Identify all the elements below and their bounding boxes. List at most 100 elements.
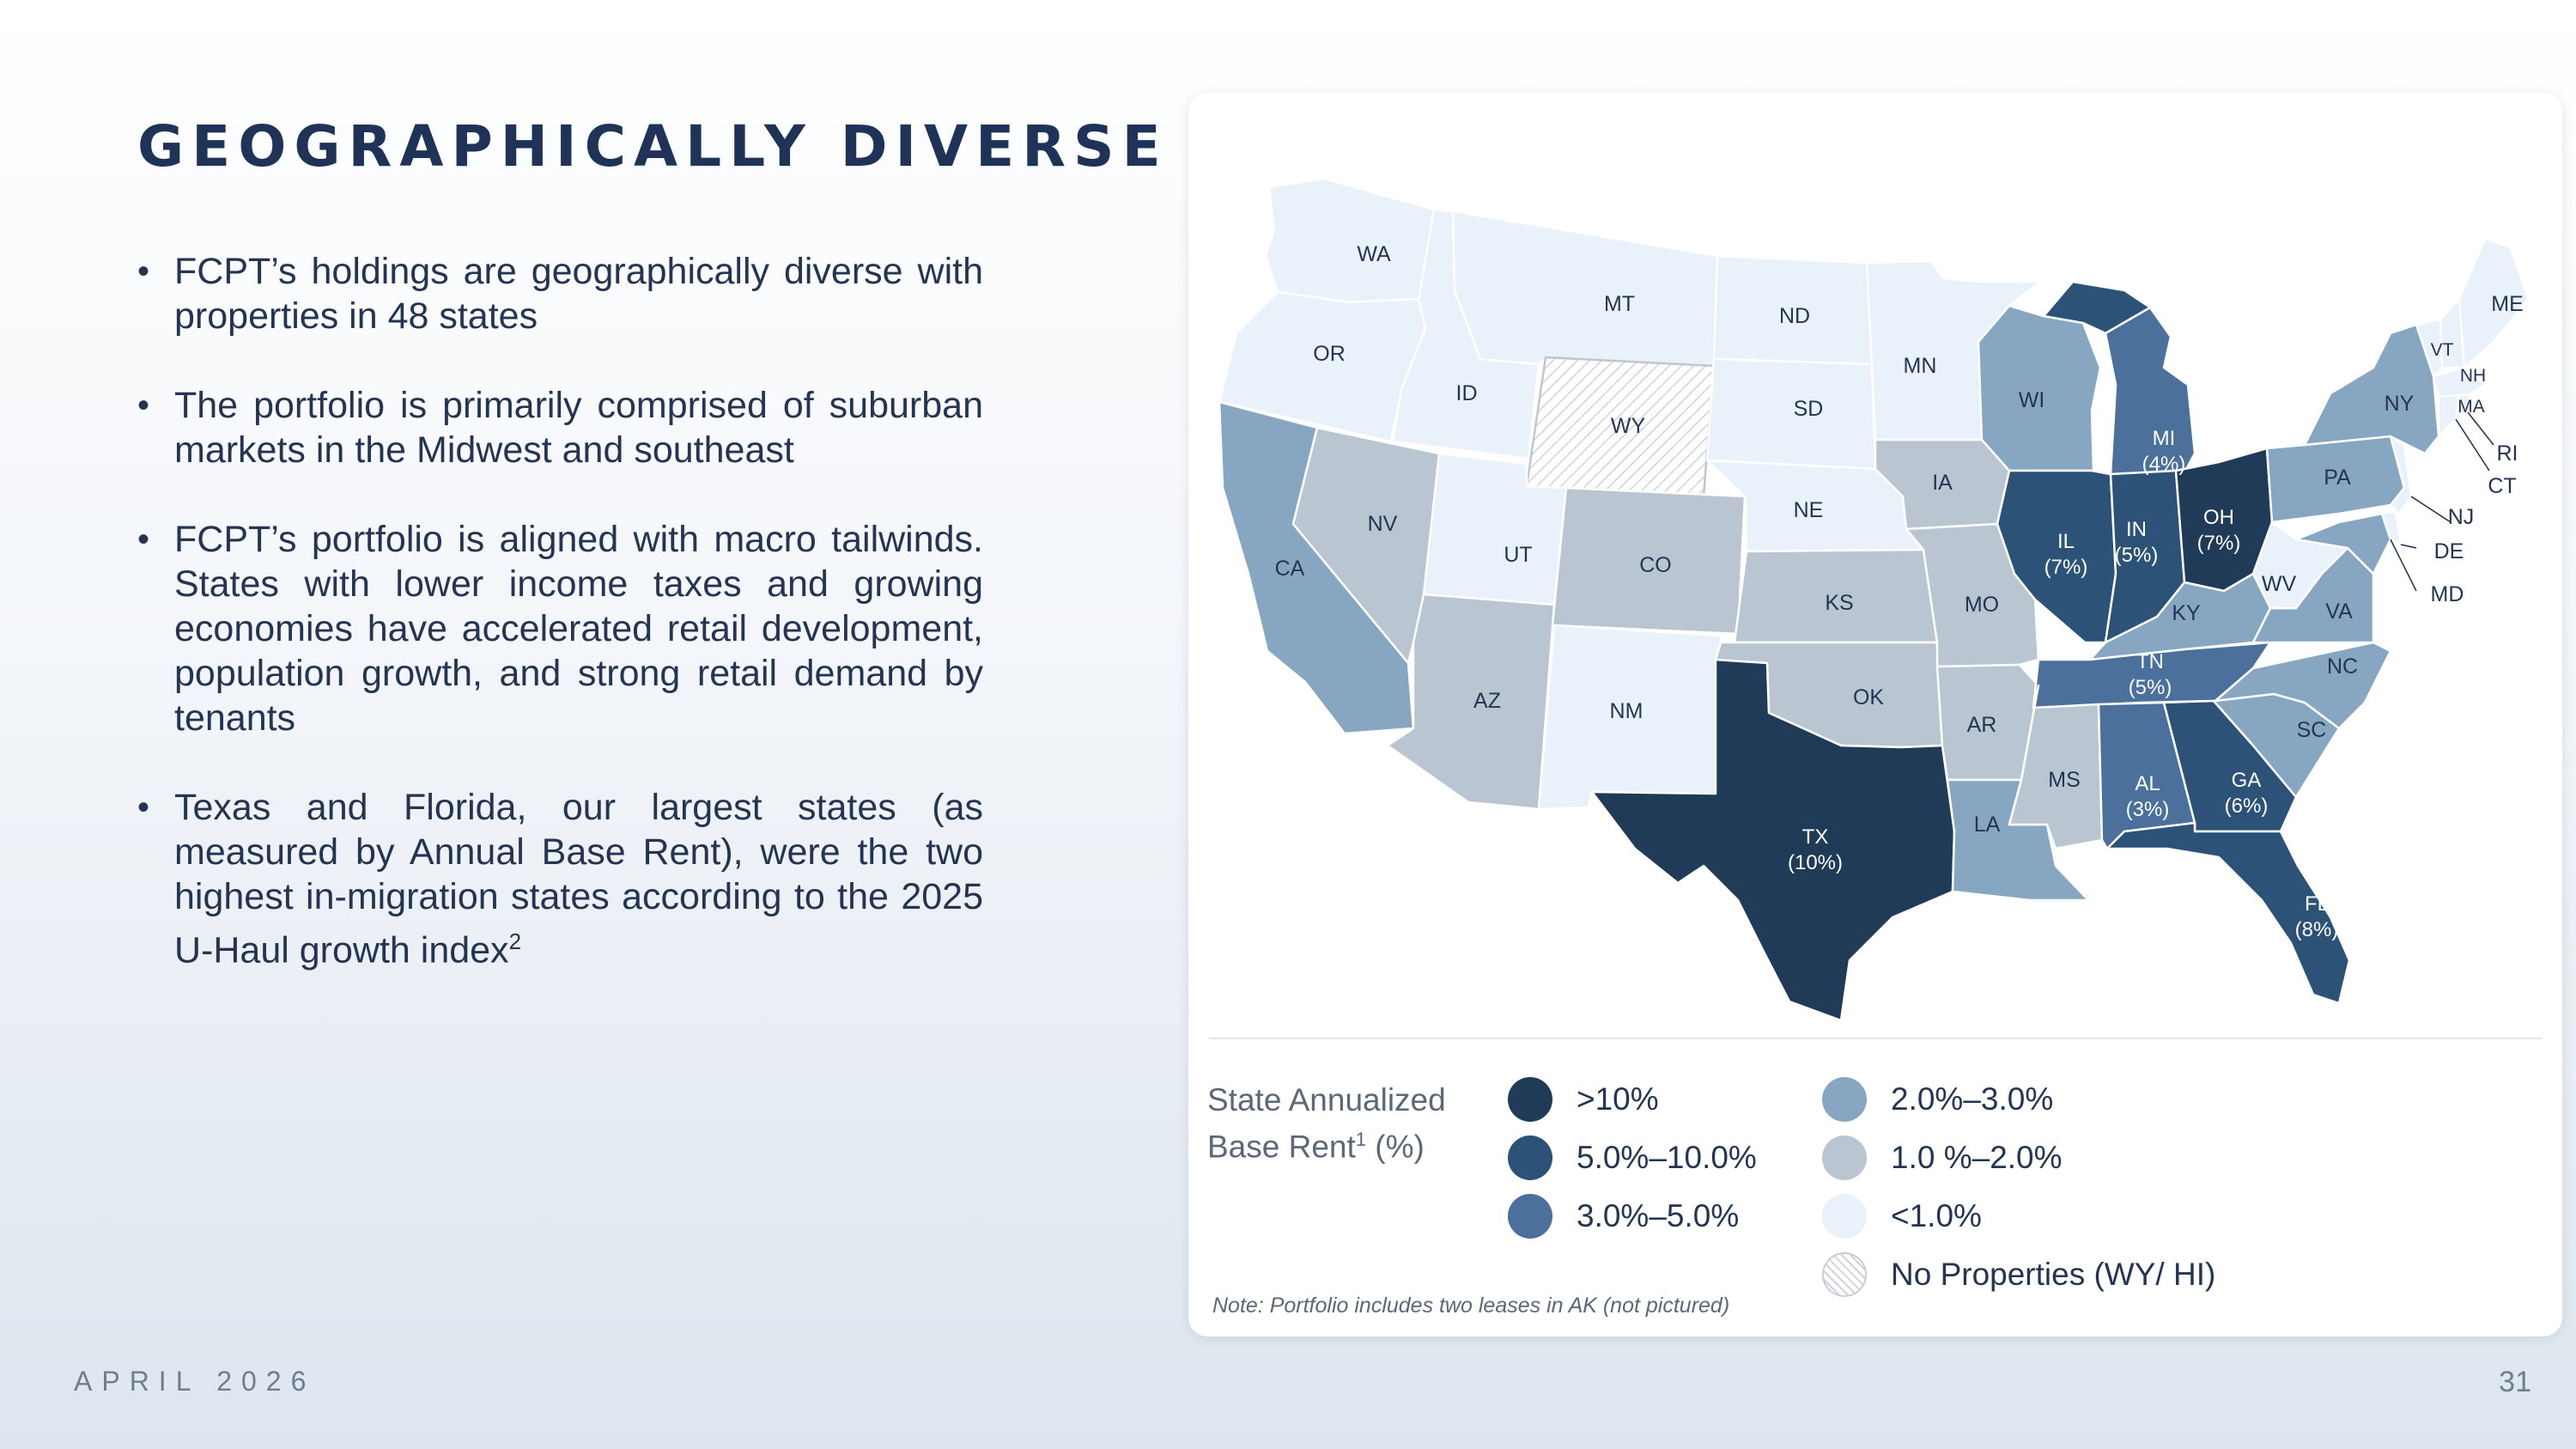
- state-label: OH: [2203, 506, 2234, 529]
- state-label: SD: [1794, 397, 1824, 421]
- footer-date: APRIL 2026: [74, 1366, 316, 1397]
- bullet-item: • FCPT’s portfolio is aligned with macro …: [137, 517, 983, 740]
- state-ny: [2303, 323, 2440, 455]
- state-label: NC: [2327, 654, 2358, 679]
- state-label: ID: [1456, 381, 1478, 405]
- state-label: WA: [1357, 242, 1391, 266]
- legend-swatch: [1822, 1252, 1867, 1297]
- state-label: CA: [1275, 557, 1305, 581]
- footnote-note: Note: Portfolio includes two leases in A…: [1212, 1294, 1730, 1318]
- legend-item: No Properties (WY/ HI): [1822, 1249, 2215, 1300]
- legend-swatch: [1508, 1077, 1552, 1122]
- leader-line: [2410, 496, 2451, 523]
- state-pct-label: (7%): [2197, 532, 2241, 555]
- us-map: WA OR CA ID NV MT WY UT AZ CO NM ND SD N…: [1218, 177, 2530, 1022]
- state-label: TN: [2136, 650, 2164, 673]
- state-label: UT: [1504, 543, 1532, 567]
- state-label: KY: [2172, 601, 2201, 625]
- state-label: AL: [2135, 772, 2160, 795]
- legend-divider: [1209, 1038, 2542, 1039]
- state-tx: [1590, 658, 1956, 1022]
- bullet-list: • FCPT’s holdings are geographically dive…: [137, 249, 983, 1017]
- state-il: [1996, 469, 2117, 644]
- state-label: MI: [2153, 427, 2176, 450]
- legend-label: 3.0%–5.0%: [1577, 1198, 1740, 1233]
- leader-line: [2390, 539, 2417, 592]
- legend-label: >10%: [1577, 1081, 1659, 1117]
- state-label: MN: [1904, 354, 1937, 378]
- bullet-item: • FCPT’s holdings are geographically dive…: [137, 249, 983, 338]
- state-label: VT: [2431, 340, 2454, 360]
- state-label: MS: [2048, 768, 2081, 792]
- state-label: MO: [1965, 593, 1999, 617]
- state-label: TX: [1802, 825, 1829, 849]
- bullet-text: FCPT’s portfolio is aligned with macro t…: [174, 519, 983, 739]
- state-sd: [1705, 357, 1877, 471]
- state-label: NV: [1368, 512, 1398, 536]
- state-label: GA: [2232, 769, 2262, 792]
- state-wi: [1977, 304, 2102, 472]
- footnote-marker: 1: [1355, 1129, 1367, 1150]
- leader-line: [2455, 418, 2490, 472]
- state-label: AR: [1967, 713, 1997, 737]
- state-label: IA: [1932, 471, 1953, 495]
- page-number: 31: [2499, 1366, 2531, 1398]
- leader-line: [2467, 411, 2494, 446]
- legend-label: No Properties (WY/ HI): [1891, 1257, 2216, 1292]
- bullet-text: The portfolio is primarily comprised of …: [174, 385, 983, 471]
- legend-item: 2.0%–3.0%: [1822, 1074, 2053, 1125]
- legend-label: <1.0%: [1891, 1198, 1982, 1233]
- state-label: KS: [1825, 591, 1853, 615]
- bullet-text: FCPT’s holdings are geographically diver…: [174, 251, 983, 337]
- legend-title-unit: (%): [1366, 1129, 1425, 1165]
- state-label: MA: [2458, 397, 2485, 417]
- state-pct-label: (8%): [2295, 918, 2339, 941]
- state-label: NE: [1794, 498, 1824, 522]
- legend-swatch: [1508, 1135, 1552, 1180]
- footnote-marker: 2: [508, 928, 522, 954]
- state-nc: [2214, 641, 2392, 730]
- state-label: LA: [1974, 813, 2001, 837]
- state-fl: [2105, 821, 2351, 1005]
- state-label: NY: [2385, 392, 2415, 416]
- state-pct-label: (7%): [2044, 556, 2088, 579]
- state-label: PA: [2324, 466, 2351, 490]
- legend-label: 1.0 %–2.0%: [1891, 1140, 2063, 1175]
- state-label: MD: [2431, 582, 2464, 606]
- legend-title-text: State Annualized Base Rent: [1207, 1082, 1446, 1165]
- state-label: RI: [2497, 441, 2518, 466]
- legend-swatch: [1822, 1194, 1867, 1239]
- state-label: SC: [2297, 718, 2327, 742]
- state-pct-label: (5%): [2115, 544, 2159, 567]
- leader-line: [2400, 544, 2417, 549]
- state-label: OR: [1313, 342, 1346, 366]
- state-label: DE: [2434, 539, 2464, 563]
- state-label: MT: [1604, 292, 1635, 316]
- state-wa: [1264, 177, 1436, 304]
- state-pct-label: (6%): [2225, 795, 2269, 818]
- legend-swatch: [1508, 1194, 1552, 1239]
- state-az: [1386, 593, 1556, 811]
- legend-swatch: [1822, 1135, 1867, 1180]
- state-label: AZ: [1473, 689, 1501, 713]
- legend-title: State Annualized Base Rent1 (%): [1207, 1081, 1456, 1166]
- legend-item: 3.0%–5.0%: [1508, 1190, 1739, 1242]
- state-pct-label: (10%): [1788, 851, 1843, 874]
- state-label: NH: [2460, 366, 2486, 386]
- state-mt: [1451, 210, 1719, 368]
- state-mi: [2104, 306, 2196, 491]
- state-mi-up: [2042, 280, 2152, 335]
- legend-swatch: [1822, 1077, 1867, 1122]
- state-label: ME: [2491, 292, 2524, 316]
- state-label: VA: [2325, 600, 2353, 624]
- state-label: NM: [1610, 699, 1643, 723]
- legend-item: 5.0%–10.0%: [1508, 1132, 1757, 1184]
- state-pct-label: (5%): [2129, 676, 2172, 699]
- page-title: GEOGRAPHICALLY DIVERSE: [137, 113, 1169, 180]
- legend-item: <1.0%: [1822, 1190, 1982, 1242]
- state-label: WI: [2019, 388, 2045, 412]
- state-label: WV: [2262, 572, 2297, 596]
- state-label: ND: [1779, 304, 1810, 328]
- bullet-item: • Texas and Florida, our largest states (…: [137, 785, 983, 972]
- bullet-item: • The portfolio is primarily comprised of…: [137, 383, 983, 472]
